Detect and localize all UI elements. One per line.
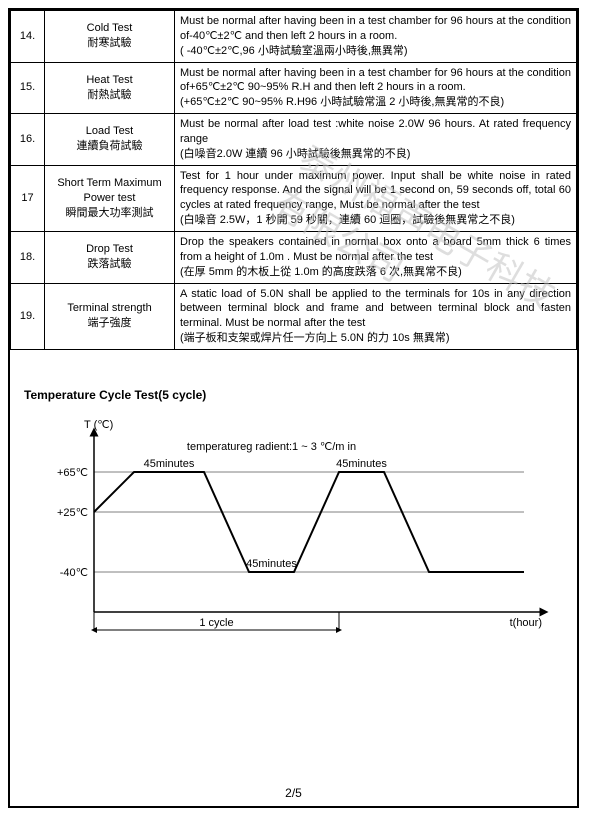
svg-text:45minutes: 45minutes: [144, 458, 195, 470]
test-index: 15.: [11, 62, 45, 114]
test-description: A static load of 5.0N shall be applied t…: [175, 283, 577, 349]
svg-text:T (℃): T (℃): [84, 419, 113, 431]
test-name: Load Test連續負荷試驗: [45, 114, 175, 166]
test-index: 18.: [11, 231, 45, 283]
table-row: 15.Heat Test耐熱試驗Must be normal after hav…: [11, 62, 577, 114]
test-index: 19.: [11, 283, 45, 349]
test-name: Drop Test跌落試驗: [45, 231, 175, 283]
svg-text:45minutes: 45minutes: [246, 558, 297, 570]
section-title: Temperature Cycle Test(5 cycle): [24, 388, 577, 402]
test-description: Must be normal after having been in a te…: [175, 11, 577, 63]
test-description: Must be normal after load test :white no…: [175, 114, 577, 166]
test-name: Short Term Maximum Power test瞬間最大功率測試: [45, 165, 175, 231]
table-row: 16.Load Test連續負荷試驗Must be normal after l…: [11, 114, 577, 166]
test-name: Terminal strength端子強度: [45, 283, 175, 349]
svg-text:+65℃: +65℃: [57, 467, 88, 479]
test-index: 17: [11, 165, 45, 231]
svg-text:-40℃: -40℃: [60, 567, 88, 579]
test-name: Heat Test耐熱試驗: [45, 62, 175, 114]
svg-text:t(hour): t(hour): [510, 617, 542, 629]
test-index: 16.: [11, 114, 45, 166]
table-row: 14.Cold Test耐寒試驗Must be normal after hav…: [11, 11, 577, 63]
test-description: Drop the speakers contained in normal bo…: [175, 231, 577, 283]
test-description: Test for 1 hour under maximum power. Inp…: [175, 165, 577, 231]
tests-table: 14.Cold Test耐寒試驗Must be normal after hav…: [10, 10, 577, 350]
svg-text:45minutes: 45minutes: [336, 458, 387, 470]
svg-text:1 cycle: 1 cycle: [199, 617, 233, 629]
temperature-chart: T (℃) t(hour) +65℃ +25℃ -40℃ 45minutes 45minut…: [24, 412, 564, 652]
test-index: 14.: [11, 11, 45, 63]
table-row: 19.Terminal strength端子強度A static load of…: [11, 283, 577, 349]
page-number: 2/5: [10, 786, 577, 800]
svg-text:temperatureg radient:1 ~ 3 ℃/m: temperatureg radient:1 ~ 3 ℃/m in: [187, 441, 356, 453]
test-description: Must be normal after having been in a te…: [175, 62, 577, 114]
page-frame: 14.Cold Test耐寒試驗Must be normal after hav…: [8, 8, 579, 808]
table-row: 18.Drop Test跌落試驗Drop the speakers contai…: [11, 231, 577, 283]
table-row: 17Short Term Maximum Power test瞬間最大功率測試T…: [11, 165, 577, 231]
svg-text:+25℃: +25℃: [57, 507, 88, 519]
test-name: Cold Test耐寒試驗: [45, 11, 175, 63]
